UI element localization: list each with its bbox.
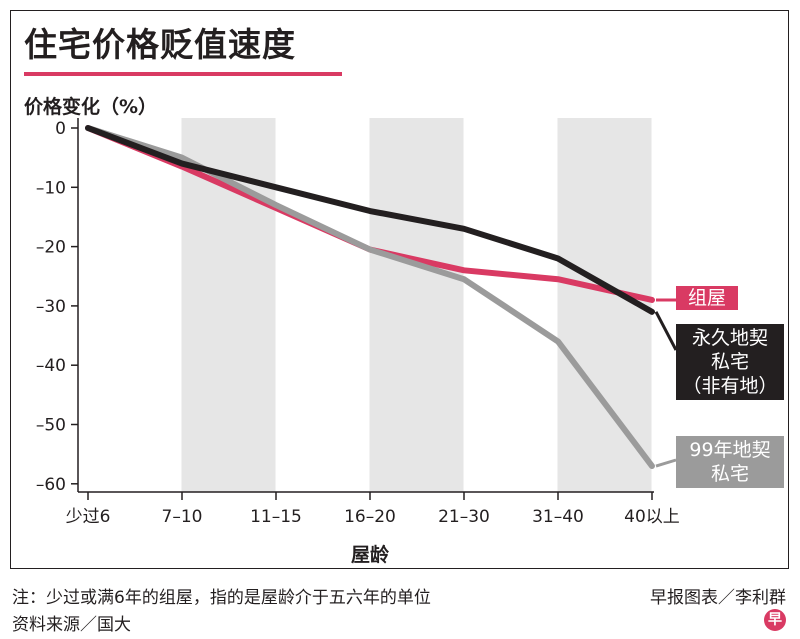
legend-leader (654, 311, 678, 351)
source-note: 资料来源／国大 (12, 615, 131, 635)
legend-99year: 99年地契 私宅 (676, 436, 784, 488)
x-axis-label: 屋龄 (350, 544, 389, 566)
y-tick-label: –60 (36, 475, 66, 495)
y-axis-label: 价格变化（%） (24, 96, 158, 118)
x-tick-label: 11–15 (250, 507, 302, 527)
x-tick-label: 少过6 (66, 507, 111, 527)
legend-freehold-line: 私宅 (710, 351, 749, 373)
legend-freehold: 永久地契 私宅 （非有地） (676, 324, 784, 400)
chart-frame (10, 10, 789, 569)
y-tick-label: –30 (36, 297, 66, 317)
legend-leader (655, 458, 677, 468)
series-line (85, 125, 655, 470)
footnote: 注：少过或满6年的组屋，指的是屋龄介于五六年的单位 (12, 588, 431, 608)
title-underline (24, 72, 342, 76)
shaded-band (369, 118, 464, 492)
y-tick-label: –10 (36, 178, 66, 198)
legend-freehold-line: （非有地） (682, 375, 778, 397)
chart-title: 住宅价格贬值速度 (24, 25, 296, 64)
legend-99year-line: 99年地契 (689, 439, 771, 461)
legend-freehold-line: 永久地契 (691, 327, 768, 349)
x-tick-label: 16–20 (344, 507, 396, 527)
x-tick-label: 31–40 (532, 507, 584, 527)
legend-99year-line: 私宅 (710, 463, 749, 485)
y-tick-label: –40 (36, 356, 66, 376)
y-tick-label: –50 (36, 416, 66, 436)
x-tick-label: 7–10 (162, 507, 203, 527)
credit-note: 早报图表／李利群 (650, 588, 786, 608)
legend-hdb: 组屋 (676, 286, 738, 310)
publisher-logo-icon: 早 (764, 609, 786, 631)
y-tick-label: 0 (55, 119, 66, 139)
y-tick-label: –20 (36, 238, 66, 258)
x-tick-label: 21–30 (438, 507, 490, 527)
legend-hdb-line: 组屋 (687, 287, 726, 309)
series-line (85, 125, 655, 315)
line-chart: 0 –10 –20 –30 –40 –50 –60 少过6 7–10 11–15 16–20 21–… (36, 118, 680, 527)
x-tick-label: 40以上 (624, 507, 680, 527)
